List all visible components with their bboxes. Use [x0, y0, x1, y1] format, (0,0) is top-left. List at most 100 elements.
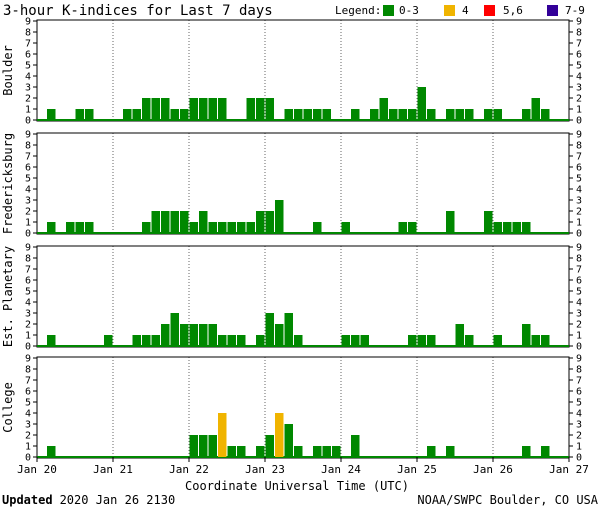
y-tick-label-right: 6 [576, 50, 582, 61]
k-index-bar [47, 446, 56, 457]
y-tick-label-right: 7 [576, 265, 582, 276]
y-tick-label-right: 1 [576, 331, 582, 342]
y-tick-label-right: 3 [576, 196, 582, 207]
k-index-bar [284, 313, 293, 346]
footer-source: NOAA/SWPC Boulder, CO USA [417, 493, 598, 507]
k-index-bar [189, 324, 198, 346]
y-tick-label: 9 [25, 243, 31, 254]
k-index-bar [161, 324, 170, 346]
panel-frame [36, 356, 570, 459]
k-index-bar [66, 222, 75, 233]
k-index-bar [246, 222, 255, 233]
legend-item-4: 4 [462, 4, 469, 17]
station-label: Fredericksburg [1, 133, 15, 234]
k-index-bar [484, 211, 493, 233]
legend-item-5-6: 5,6 [503, 4, 523, 17]
k-index-bar [408, 109, 417, 120]
x-tick-label: Jan 24 [321, 463, 361, 476]
y-tick-label-right: 0 [576, 453, 582, 464]
k-index-bar [522, 324, 531, 346]
k-index-bar [199, 435, 208, 457]
k-index-bar [341, 222, 350, 233]
k-index-bar [227, 335, 236, 346]
x-tick-label: Jan 22 [169, 463, 209, 476]
k-index-bar [351, 109, 360, 120]
k-index-bar [417, 335, 426, 346]
k-index-bar [123, 109, 132, 120]
x-axis-label: Coordinate Universal Time (UTC) [185, 479, 409, 493]
k-index-bar [142, 335, 151, 346]
k-index-bar [256, 98, 265, 120]
k-index-bar [360, 335, 369, 346]
k-index-bar [512, 222, 521, 233]
k-index-bar [189, 435, 198, 457]
station-label: College [1, 382, 15, 433]
y-tick-label: 0 [25, 116, 31, 127]
y-tick-label-right: 7 [576, 376, 582, 387]
y-tick-label: 6 [25, 163, 31, 174]
k-index-bar [256, 446, 265, 457]
y-tick-label-right: 8 [576, 28, 582, 39]
k-index-bar [189, 98, 198, 120]
k-index-bar [75, 109, 84, 120]
x-tick-label: Jan 25 [397, 463, 437, 476]
x-tick-label: Jan 20 [17, 463, 57, 476]
y-tick-label-right: 8 [576, 254, 582, 265]
y-tick-label-right: 2 [576, 320, 582, 331]
updated-label: Updated [2, 493, 53, 507]
k-index-bar [237, 222, 246, 233]
k-index-bar [332, 446, 341, 457]
y-tick-label: 7 [25, 376, 31, 387]
x-tick-label: Jan 26 [473, 463, 513, 476]
k-index-bar [265, 435, 274, 457]
k-index-bar [265, 98, 274, 120]
y-tick-label: 8 [25, 141, 31, 152]
k-index-bar [408, 335, 417, 346]
k-index-bar [75, 222, 84, 233]
k-index-bar [455, 109, 464, 120]
y-tick-label: 4 [25, 409, 31, 420]
y-tick-label-right: 9 [576, 130, 582, 141]
k-index-bar [208, 98, 217, 120]
k-index-bar [265, 313, 274, 346]
x-tick-labels: Jan 20 Jan 21 Jan 22 Jan 23 Jan 24 Jan 25 Jan … [17, 457, 589, 476]
y-tick-label-right: 3 [576, 83, 582, 94]
k-index-bar [294, 446, 303, 457]
k-index-bar [218, 413, 227, 457]
y-tick-label: 3 [25, 196, 31, 207]
k-index-bar [531, 335, 540, 346]
y-tick-label: 0 [25, 342, 31, 353]
y-tick-label-right: 8 [576, 141, 582, 152]
k-index-bar [246, 98, 255, 120]
y-tick-label: 1 [25, 105, 31, 116]
y-tick-label-right: 9 [576, 17, 582, 28]
k-index-bar [446, 109, 455, 120]
y-tick-label-right: 6 [576, 387, 582, 398]
legend-swatch-7-9 [547, 5, 558, 16]
y-tick-label: 9 [25, 354, 31, 365]
k-index-bar [151, 98, 160, 120]
k-index-bar [208, 222, 217, 233]
legend-swatch-5-6 [484, 5, 495, 16]
y-tick-label-right: 0 [576, 342, 582, 353]
y-tick-label-right: 2 [576, 207, 582, 218]
k-index-bar [427, 335, 436, 346]
k-index-bar [351, 335, 360, 346]
y-tick-label: 1 [25, 218, 31, 229]
y-tick-label: 8 [25, 365, 31, 376]
k-index-bar [493, 335, 502, 346]
k-index-bar [189, 222, 198, 233]
y-tick-label-right: 5 [576, 174, 582, 185]
k-index-bar [170, 211, 179, 233]
y-tick-label: 1 [25, 442, 31, 453]
k-index-bar [199, 98, 208, 120]
k-index-bar [455, 324, 464, 346]
k-index-bar [484, 109, 493, 120]
y-tick-label: 6 [25, 50, 31, 61]
k-index-bar [541, 109, 550, 120]
k-index-bar [541, 446, 550, 457]
k-index-bar [389, 109, 398, 120]
footer-updated: Updated 2020 Jan 26 2130 [2, 493, 175, 507]
k-index-bar [132, 335, 141, 346]
